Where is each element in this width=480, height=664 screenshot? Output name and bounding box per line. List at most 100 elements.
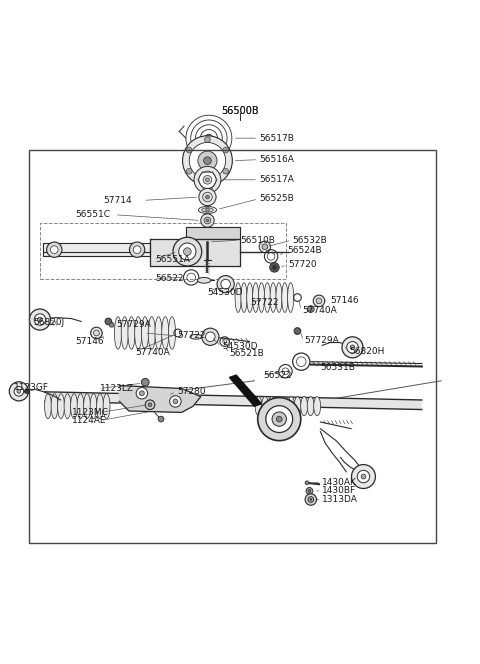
Text: 54530D: 54530D [222,342,257,351]
Ellipse shape [64,394,71,418]
Circle shape [308,497,314,503]
Circle shape [136,388,148,399]
Circle shape [169,396,181,407]
Circle shape [276,416,282,422]
Text: 57729A: 57729A [117,320,151,329]
Text: 56820J: 56820J [33,318,64,327]
Text: 56500B: 56500B [221,106,259,116]
Ellipse shape [121,317,128,349]
Circle shape [186,168,192,174]
Ellipse shape [294,396,301,416]
Text: 56820H: 56820H [349,347,384,356]
Circle shape [205,208,209,212]
Text: 56531B: 56531B [321,363,355,373]
Text: 1430AK: 1430AK [323,478,357,487]
Ellipse shape [235,283,241,312]
Circle shape [347,341,358,353]
Ellipse shape [162,317,169,349]
Circle shape [259,241,271,252]
Ellipse shape [84,394,90,418]
Circle shape [204,179,210,185]
Circle shape [199,189,216,206]
Text: 54530D: 54530D [207,288,243,297]
Ellipse shape [197,278,211,283]
Circle shape [305,481,309,485]
Circle shape [29,309,50,330]
Ellipse shape [45,394,51,418]
Ellipse shape [142,317,148,349]
Text: 1313DA: 1313DA [323,495,358,504]
Circle shape [204,217,211,224]
Circle shape [198,151,217,170]
Circle shape [130,242,145,258]
Circle shape [223,147,228,153]
Circle shape [205,178,209,182]
Text: 56551C: 56551C [75,210,110,219]
Circle shape [194,167,221,193]
Circle shape [351,465,375,489]
Ellipse shape [288,396,295,416]
Circle shape [183,248,191,256]
Text: 56510B: 56510B [240,236,275,244]
Circle shape [266,406,293,432]
Text: 57740A: 57740A [136,347,170,357]
Bar [40,223,287,280]
Ellipse shape [96,394,104,418]
Circle shape [158,416,164,422]
Circle shape [258,398,301,441]
Circle shape [306,487,313,494]
Circle shape [308,305,314,312]
Circle shape [34,314,46,325]
Text: 56517B: 56517B [259,133,294,143]
Ellipse shape [148,317,156,349]
Ellipse shape [247,283,253,312]
Ellipse shape [135,317,142,349]
Ellipse shape [103,394,110,418]
Circle shape [262,244,268,250]
Ellipse shape [282,283,288,312]
Ellipse shape [262,396,268,416]
Polygon shape [120,386,201,412]
Circle shape [14,386,24,396]
Text: 56551A: 56551A [155,255,190,264]
Circle shape [205,195,209,199]
Circle shape [133,246,141,254]
Polygon shape [229,375,262,406]
Ellipse shape [168,317,176,349]
Circle shape [305,494,317,505]
Ellipse shape [90,394,97,418]
Circle shape [273,266,276,270]
Ellipse shape [58,394,64,418]
Circle shape [142,378,149,386]
Text: 57729A: 57729A [305,336,339,345]
Bar [29,150,436,542]
Text: 56524B: 56524B [287,246,322,255]
Ellipse shape [255,396,262,416]
Text: 56522: 56522 [263,371,291,380]
Circle shape [294,328,301,335]
Text: 57740A: 57740A [302,306,337,315]
Ellipse shape [51,394,58,418]
Text: 57722: 57722 [177,331,205,341]
Circle shape [199,171,216,189]
Circle shape [182,135,232,185]
Ellipse shape [241,283,247,312]
Circle shape [203,175,212,184]
Text: 57722: 57722 [251,298,279,307]
Circle shape [205,332,215,341]
Polygon shape [150,238,240,266]
Ellipse shape [264,283,270,312]
Circle shape [223,168,228,174]
Circle shape [37,317,42,322]
Text: 56500B: 56500B [221,106,259,116]
Circle shape [109,323,114,327]
Circle shape [221,280,230,289]
Ellipse shape [71,394,77,418]
Text: 1123MC: 1123MC [72,408,108,417]
Ellipse shape [314,396,321,416]
Ellipse shape [268,396,275,416]
Circle shape [313,295,324,307]
Circle shape [361,474,366,479]
Text: 1430BF: 1430BF [323,487,357,495]
Text: 56532B: 56532B [293,236,327,244]
